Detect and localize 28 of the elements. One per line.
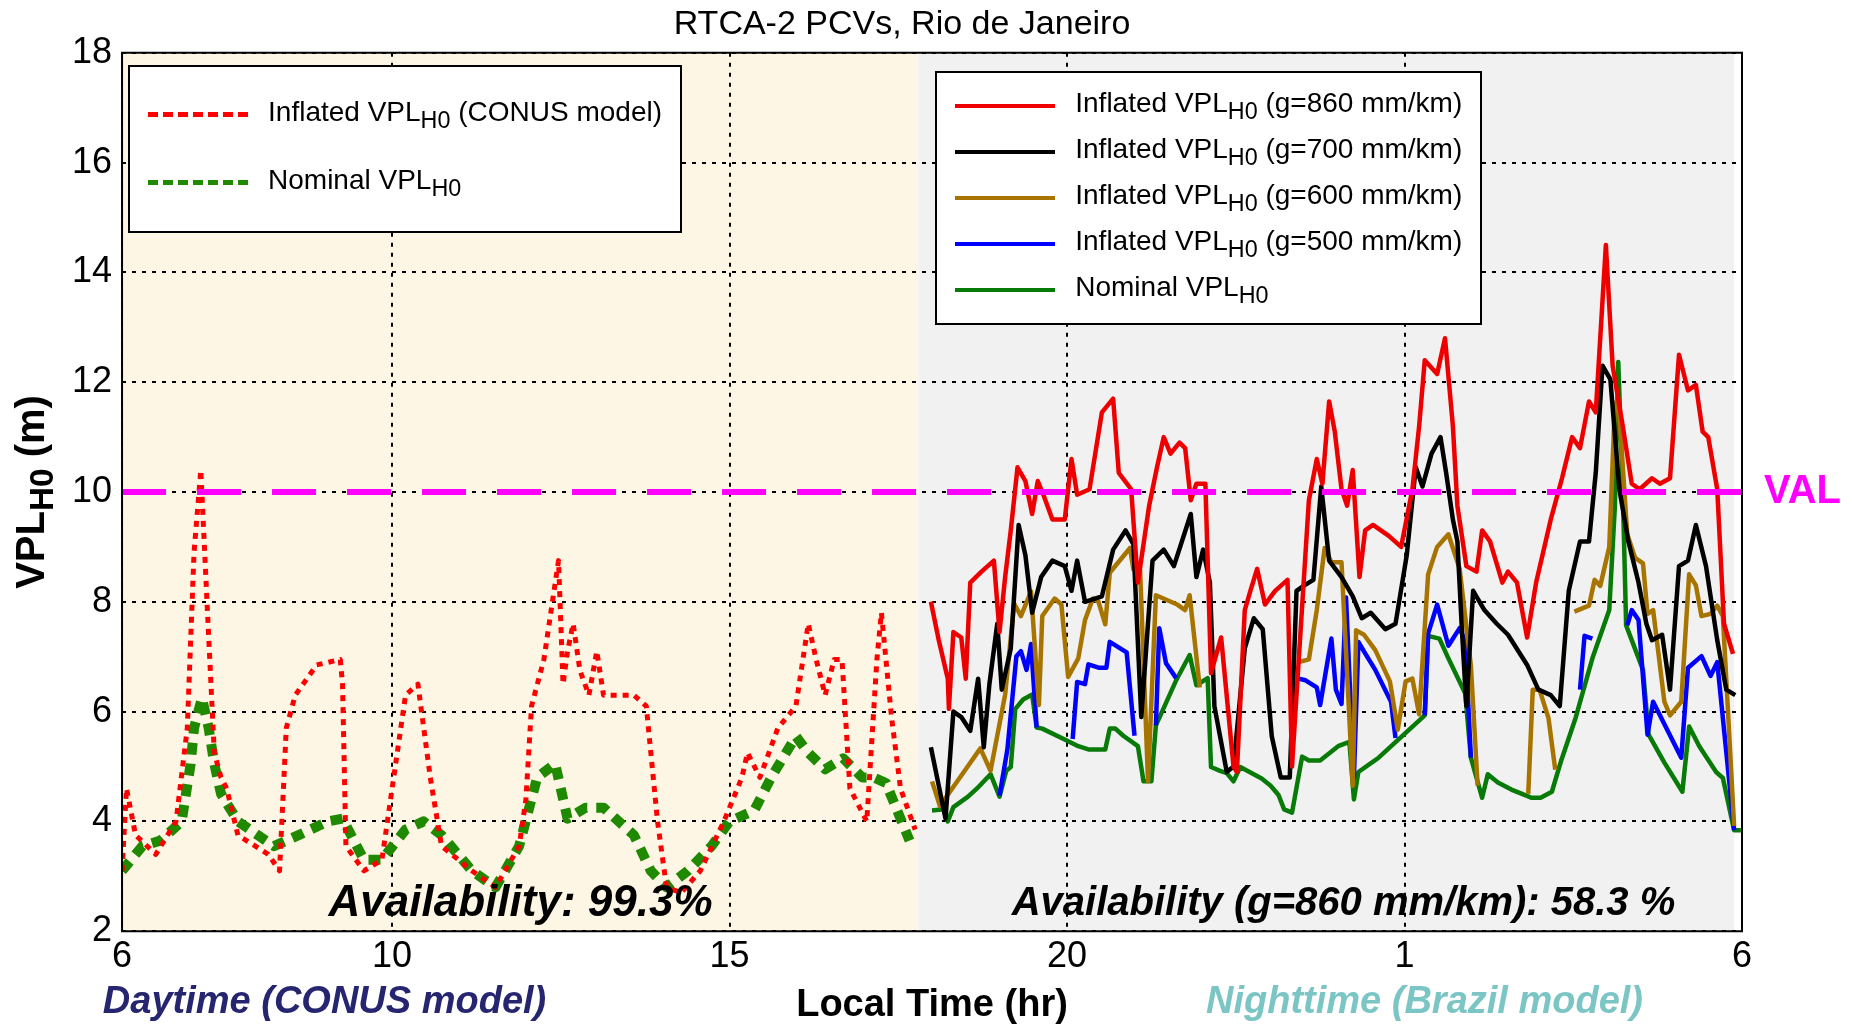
y-tick-label: 4 [92, 798, 113, 840]
y-tick-label: 10 [72, 468, 113, 510]
annotation: Availability: 99.3% [327, 875, 713, 925]
y-tick-label: 16 [72, 139, 113, 181]
text: Daytime (CONUS model) [102, 979, 547, 1022]
legend-label: Inflated VPL$_{H0}$ (CONUS model) [268, 96, 663, 134]
y-tick-label: 2 [92, 908, 113, 950]
legend-label: Nominal VPL$_{H0}$ [268, 164, 462, 202]
legend-label: Inflated VPL$_{H0}$ (g=600 mm/km) [1075, 179, 1463, 217]
x-tick-label: 20 [1046, 933, 1088, 975]
legend-label: Inflated VPL$_{H0}$ (g=860 mm/km) [1075, 87, 1463, 125]
chart-title: RTCA-2 PCVs, Rio de Janeiro [673, 2, 1131, 41]
y-tick-label: 14 [72, 249, 113, 291]
y-tick-label: 8 [92, 578, 113, 620]
x-tick-label: 1 [1394, 933, 1415, 975]
x-tick-label: 15 [709, 933, 750, 975]
text: Nighttime (Brazil model) [1205, 979, 1643, 1022]
y-tick-label: 6 [92, 688, 113, 730]
legend-label: Nominal VPL$_{H0}$ [1075, 271, 1269, 309]
ref-line-label: VAL [1764, 467, 1842, 512]
annotation: Availability (g=860 mm/km): 58.3 % [1010, 878, 1676, 923]
x-tick-label: 10 [372, 933, 413, 975]
legend-label: Inflated VPL$_{H0}$ (g=700 mm/km) [1075, 133, 1463, 171]
legend-label: Inflated VPL$_{H0}$ (g=500 mm/km) [1075, 225, 1463, 263]
y-tick-label: 12 [72, 359, 113, 401]
y-tick-label: 18 [72, 29, 113, 71]
x-axis-title: Local Time (hr) [796, 981, 1068, 1024]
x-tick-label: 6 [1731, 933, 1753, 975]
